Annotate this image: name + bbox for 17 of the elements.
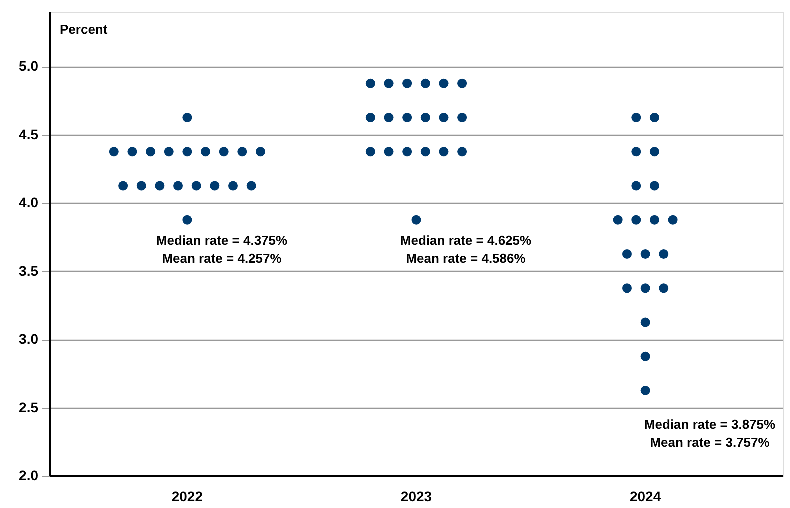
y-axis-title: Percent (60, 22, 108, 37)
annotation: Median rate = 4.625% (400, 233, 532, 248)
annotation: Mean rate = 4.257% (162, 251, 282, 266)
x-tick-label: 2022 (172, 488, 204, 504)
annotation: Median rate = 4.375% (156, 233, 288, 248)
y-tick-label: 2.5 (19, 399, 39, 416)
annotation: Median rate = 3.875% (644, 417, 776, 432)
annotation: Mean rate = 3.757% (650, 435, 770, 450)
y-tick-label: 3.0 (19, 331, 39, 348)
y-tick-label: 4.0 (19, 194, 39, 211)
y-tick-label: 2.0 (19, 468, 39, 484)
annotation: Mean rate = 4.586% (406, 251, 526, 266)
y-tick-label: 3.5 (19, 262, 39, 279)
x-tick-label: 2023 (400, 488, 432, 504)
y-tick-label: 5.0 (19, 58, 39, 74)
x-tick-label: 2024 (630, 488, 662, 504)
y-tick-label: 4.5 (19, 126, 39, 142)
